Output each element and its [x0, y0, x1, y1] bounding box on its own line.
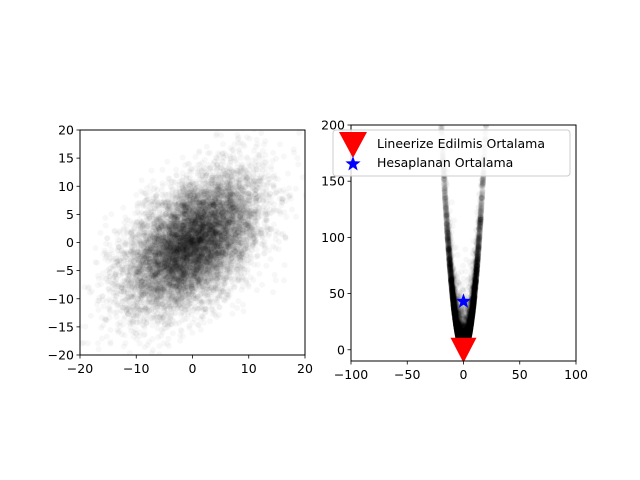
left-scatter-point	[285, 171, 291, 177]
left-scatter-point	[166, 343, 172, 349]
left-scatter-point	[139, 177, 145, 183]
left-scatter-point	[133, 192, 139, 198]
left-scatter-point	[207, 318, 213, 324]
left-scatter-point	[282, 262, 288, 268]
left-scatter-point	[293, 214, 299, 220]
left-scatter-point	[296, 130, 302, 136]
left-scatter-point	[294, 155, 300, 161]
left-plot-area	[80, 130, 305, 355]
left-scatter-point	[148, 168, 154, 174]
left-scatter-point	[204, 144, 210, 150]
left-scatter-point	[174, 172, 180, 178]
left-scatter-point	[74, 271, 80, 277]
left-scatter-point	[272, 272, 278, 278]
left-scatter-point	[164, 159, 170, 165]
left-scatter-point	[251, 262, 257, 268]
left-scatter-point	[94, 301, 100, 307]
left-scatter-point	[74, 311, 80, 317]
left-scatter-point	[241, 308, 247, 314]
left-scatter-point	[281, 277, 287, 283]
left-scatter-point	[94, 260, 100, 266]
left-scatter-point	[270, 289, 276, 295]
left-scatter-point	[120, 205, 126, 211]
left-scatter-point	[277, 141, 283, 147]
left-scatter-point	[251, 126, 257, 132]
left-scatter-point	[156, 351, 162, 357]
left-scatter-point	[268, 256, 274, 262]
left-scatter-point	[93, 245, 99, 251]
left-scatter-point	[115, 329, 121, 335]
left-scatter-point	[159, 167, 165, 173]
left-scatter-point	[254, 287, 260, 293]
left-scatter-point	[97, 230, 103, 236]
left-scatter-point	[98, 281, 104, 287]
left-scatter-point	[96, 346, 102, 352]
left-scatter-point	[71, 308, 77, 314]
left-scatter-point	[102, 215, 108, 221]
left-scatter-point	[108, 327, 114, 333]
